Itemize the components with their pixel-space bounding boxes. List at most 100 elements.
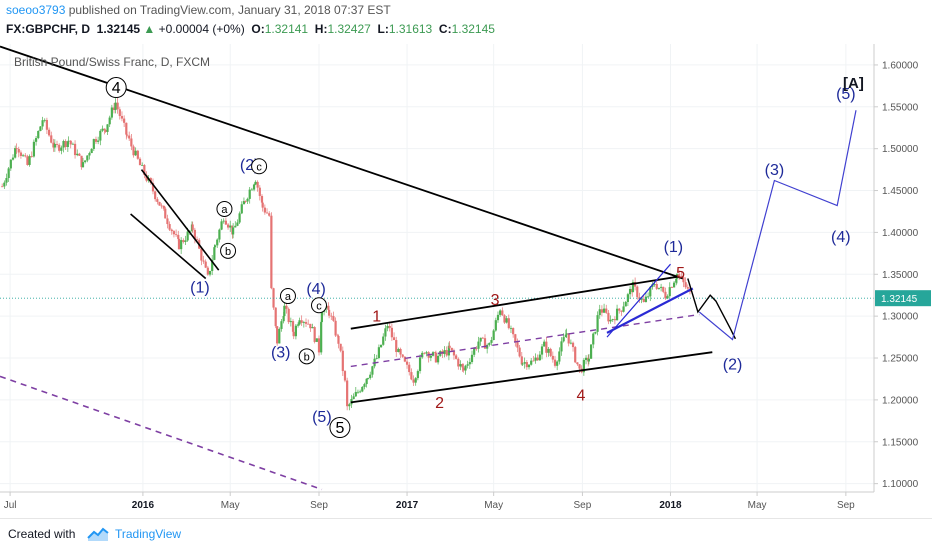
range-midline: [350, 313, 700, 368]
candle-body: [479, 337, 482, 342]
candle-body: [431, 352, 435, 356]
degree-label: [A]: [843, 75, 864, 92]
candle-body: [287, 308, 290, 323]
candle-body: [125, 122, 128, 135]
candle-body: [553, 359, 557, 366]
candle-body: [258, 187, 261, 196]
candle-body: [642, 298, 645, 302]
candle-body: [50, 135, 53, 143]
candle-body: [309, 323, 312, 329]
candle-body: [278, 328, 281, 344]
candle-body: [594, 331, 597, 334]
candle-body: [600, 309, 604, 313]
price-axis-bg: [874, 44, 932, 518]
candle-body: [261, 202, 264, 208]
candle-body: [429, 355, 432, 358]
candle-body: [462, 367, 465, 371]
wave-label: (1): [190, 279, 210, 296]
candle-body: [657, 287, 661, 289]
candle-body: [145, 174, 148, 181]
candle-body: [611, 319, 614, 320]
candle-body: [668, 287, 671, 297]
candle-body: [613, 319, 617, 321]
candle-body: [655, 283, 658, 289]
time-tick-label: 2017: [396, 500, 419, 511]
candle-body: [337, 336, 340, 344]
candle-body: [226, 224, 230, 228]
candle-body: [628, 288, 632, 295]
candle-body: [260, 195, 264, 203]
candle-body: [549, 348, 552, 356]
author-link[interactable]: soeoo3793: [6, 3, 66, 17]
candle-series: [0, 97, 874, 411]
candle-body: [313, 327, 316, 342]
close-value: 1.32145: [451, 22, 495, 36]
candle-body: [675, 278, 678, 283]
wave-label: 2: [435, 395, 444, 412]
candle-body: [182, 240, 185, 242]
candle-body: [470, 354, 474, 363]
candle-body: [354, 391, 357, 397]
candle-body: [682, 277, 685, 283]
candle-body: [244, 201, 247, 202]
candle-body: [412, 379, 415, 383]
candle-body: [361, 386, 364, 392]
candle-body: [24, 155, 27, 157]
candle-body: [607, 312, 610, 322]
candle-body: [160, 205, 163, 207]
candle-body: [311, 327, 314, 329]
candle-body: [410, 372, 413, 380]
candle-body: [34, 138, 38, 142]
candle-body: [43, 119, 46, 121]
candle-body: [172, 231, 176, 235]
price-tick-label: 1.10000: [882, 479, 919, 490]
wave-circle: [310, 297, 327, 314]
candle-body: [92, 139, 95, 149]
candle-body: [596, 315, 599, 332]
candle-body: [280, 321, 283, 329]
price-tick-label: 1.20000: [882, 395, 919, 406]
candle-body: [7, 168, 10, 179]
candle-body: [158, 201, 161, 206]
candle-body: [448, 345, 451, 348]
wave-label: c: [256, 161, 262, 173]
candle-body: [274, 307, 277, 327]
candle-body: [587, 358, 591, 362]
wave-circle: [298, 348, 315, 365]
candle-body: [62, 141, 65, 148]
candle-body: [232, 227, 235, 235]
candle-body: [490, 340, 493, 343]
projection-blue: [698, 110, 857, 341]
candle-body: [292, 331, 295, 337]
candle-body: [114, 102, 117, 111]
candle-body: [390, 327, 393, 338]
candle-body: [356, 391, 360, 393]
candle-body: [382, 336, 385, 345]
candle-body: [236, 222, 239, 226]
candle-body: [191, 224, 194, 230]
candle-body: [558, 351, 561, 362]
wave-label: (5): [312, 409, 332, 426]
candle-body: [341, 350, 344, 372]
candle-body: [631, 282, 635, 293]
candle-body: [423, 352, 426, 354]
candle-body: [564, 334, 567, 338]
candle-body: [11, 157, 15, 160]
candle-body: [71, 143, 74, 145]
symbol-label: FX:GBPCHF, D: [6, 22, 90, 36]
range-channel-upper: [350, 275, 678, 330]
tradingview-link[interactable]: TradingView: [115, 527, 182, 541]
candle-body: [686, 287, 689, 289]
high-value: 1.32427: [327, 22, 371, 36]
candle-body: [609, 319, 612, 322]
price-chart[interactable]: 4(2)cab(1)a (4)c(3) b(5)512345(1)(2)(3)(4)…: [0, 44, 932, 518]
candle-body: [348, 404, 351, 407]
candle-body: [80, 155, 83, 168]
candle-body: [252, 184, 256, 190]
candle-body: [285, 305, 288, 309]
wave-label: 4: [112, 80, 121, 97]
candle-body: [17, 149, 20, 153]
low-label: L:: [377, 22, 389, 36]
candle-body: [222, 220, 225, 222]
footer-bar: Created with TradingView: [0, 518, 932, 551]
